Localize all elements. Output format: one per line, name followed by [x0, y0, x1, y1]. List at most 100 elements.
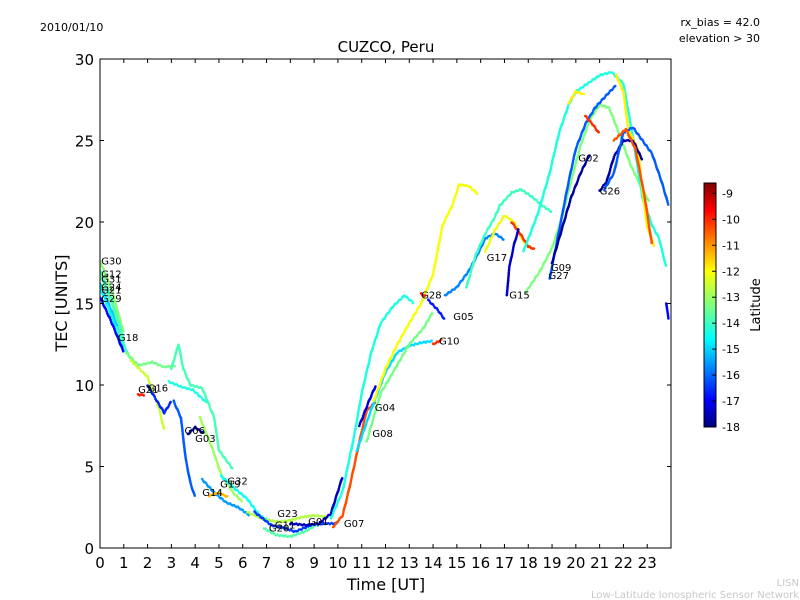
data-point	[647, 199, 651, 202]
satellite-label: G27	[548, 271, 568, 282]
y-axis-ticks: 0 5 10 15 20 25 30	[75, 51, 671, 558]
x-tick-label: 20	[566, 554, 585, 572]
series-g26	[603, 126, 670, 206]
data-point	[652, 244, 656, 247]
data-point	[212, 414, 215, 418]
data-point	[109, 318, 112, 322]
colorbar-tick-label: -12	[722, 265, 740, 278]
series-g01	[289, 477, 344, 527]
satellite-label: G10	[439, 336, 459, 347]
data-point	[121, 347, 124, 351]
satellite-label: G31	[101, 274, 121, 285]
data-point	[130, 360, 134, 363]
x-axis-ticks: 0 1 2 3 4 5 6 7 8 9 10 11 12 13 14 15 16 17 18 19 20 21 22 23	[95, 59, 657, 572]
data-point	[529, 284, 532, 288]
rx-bias-label: rx_bias = 42.0	[681, 16, 760, 29]
colorbar-tick-label: -9	[722, 187, 733, 200]
data-point	[532, 247, 536, 250]
data-point	[580, 169, 584, 172]
satellite-label: G07	[344, 519, 364, 530]
footer-network: Low-Latitude Ionospheric Sensor Network	[591, 590, 799, 600]
satellite-label: G21	[101, 286, 121, 297]
data-point	[199, 419, 203, 422]
data-point	[615, 136, 619, 140]
data-point	[228, 482, 232, 486]
data-point	[430, 339, 433, 342]
data-point	[240, 500, 243, 503]
series-g06	[186, 425, 205, 436]
x-tick-label: 17	[495, 554, 514, 572]
data-point	[666, 203, 670, 206]
x-tick-label: 14	[424, 554, 443, 572]
x-tick-label: 13	[400, 554, 419, 572]
data-point	[455, 189, 459, 192]
data-point	[364, 423, 368, 427]
data-point	[317, 522, 321, 526]
data-point	[428, 299, 431, 303]
data-point	[488, 224, 492, 227]
data-point	[457, 284, 461, 287]
data-point	[360, 435, 364, 439]
series-g08	[365, 312, 434, 443]
data-point	[169, 400, 172, 404]
data-point	[162, 427, 166, 430]
x-tick-label: 16	[471, 554, 490, 572]
series-g07	[329, 294, 415, 520]
series-g26	[612, 127, 653, 245]
data-point	[594, 110, 597, 113]
satellite-label: G08	[372, 429, 392, 440]
colorbar-tick-label: -15	[722, 343, 740, 356]
data-point	[142, 394, 146, 397]
data-point	[423, 294, 427, 297]
data-point	[340, 492, 343, 496]
data-point	[639, 154, 642, 157]
colorbar-tick-label: -13	[722, 291, 740, 304]
data-point	[477, 247, 480, 251]
data-point	[356, 445, 360, 449]
x-tick-label: 1	[119, 554, 129, 572]
data-point	[549, 210, 553, 214]
series-g08	[355, 339, 433, 453]
data-point	[411, 301, 415, 305]
data-point	[484, 250, 487, 253]
colorbar-ticks: -9 -10 -11 -12 -13 -14 -15 -16 -17 -18	[712, 187, 740, 434]
data-point	[365, 404, 369, 408]
data-point	[537, 272, 540, 276]
satellite-labels-layer: G30G12G31G24G21G29G18G21G16G06G03G32G19G…	[101, 154, 620, 535]
x-tick-label: 18	[519, 554, 538, 572]
satellite-label: G23	[277, 509, 297, 520]
data-point	[358, 424, 361, 428]
series-g05	[443, 232, 505, 297]
data-point	[607, 180, 611, 183]
data-point	[462, 277, 465, 281]
data-point	[473, 189, 477, 192]
series-g10	[431, 338, 443, 346]
data-point	[667, 317, 670, 320]
data-point	[532, 279, 536, 283]
data-point	[442, 317, 446, 320]
satellite-label: G06	[184, 426, 204, 437]
data-point	[368, 413, 371, 416]
data-point	[416, 333, 419, 337]
data-point	[666, 201, 669, 204]
data-point	[103, 284, 107, 288]
data-point	[258, 514, 261, 517]
satellite-label: G21	[138, 385, 158, 396]
x-tick-label: 9	[309, 554, 319, 572]
satellite-label: G03	[195, 434, 215, 445]
data-point	[465, 272, 469, 276]
data-point	[335, 503, 339, 506]
series-g21	[136, 393, 146, 397]
data-point	[113, 329, 117, 332]
data-point	[427, 317, 431, 321]
series-g17	[465, 188, 553, 289]
data-point	[374, 385, 377, 388]
y-tick-label: 10	[75, 377, 94, 395]
x-tick-label: 12	[376, 554, 395, 572]
data-point	[115, 326, 118, 329]
data-point	[174, 353, 177, 357]
data-point	[208, 439, 211, 443]
data-point	[193, 494, 196, 497]
data-point	[631, 135, 634, 139]
